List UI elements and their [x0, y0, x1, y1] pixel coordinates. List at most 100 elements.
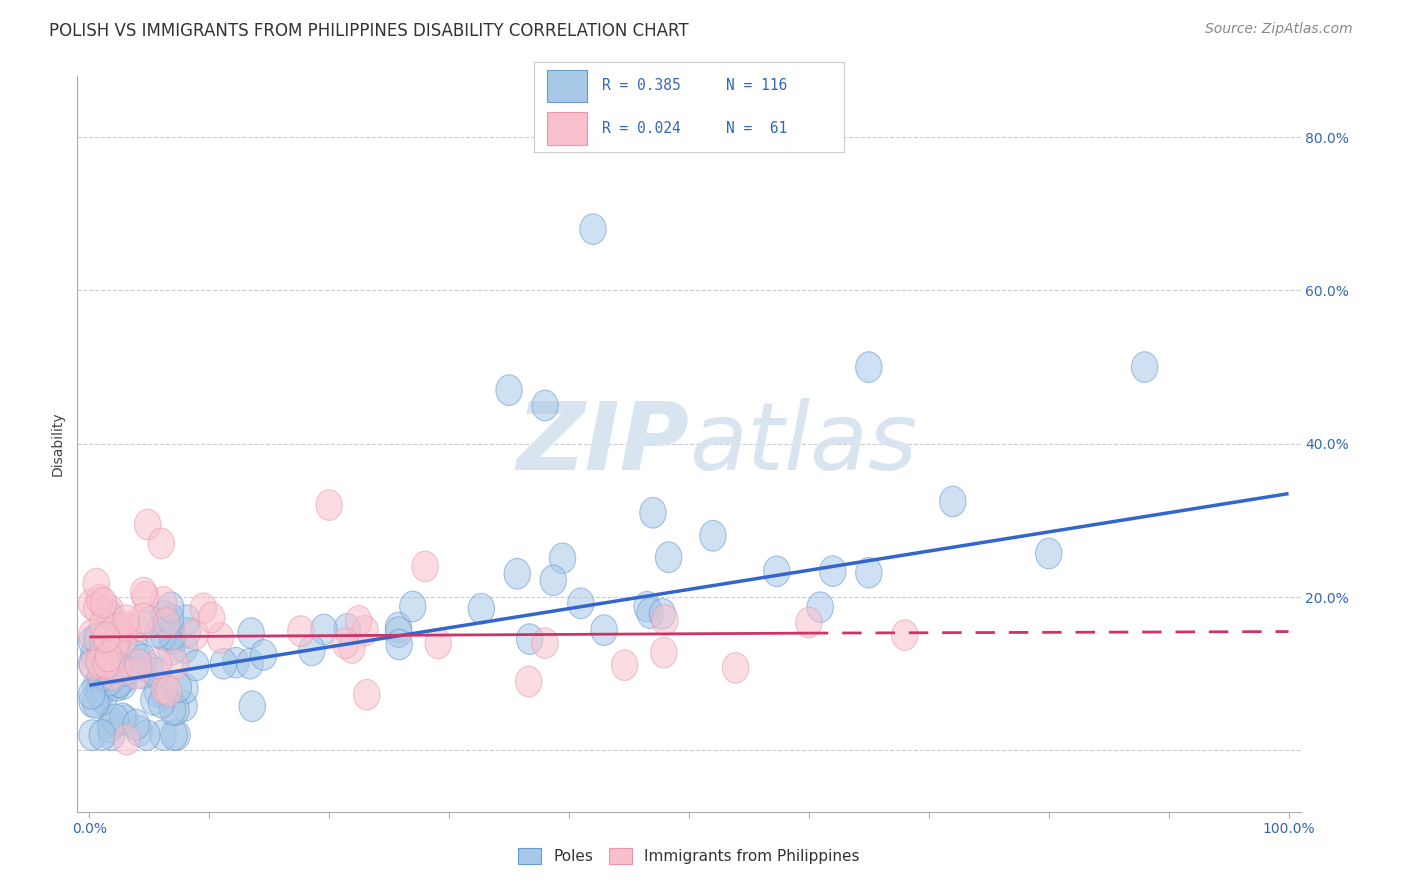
Ellipse shape — [135, 509, 160, 540]
Ellipse shape — [79, 720, 105, 750]
Text: N = 116: N = 116 — [725, 78, 787, 93]
Text: R = 0.385: R = 0.385 — [602, 78, 681, 93]
Ellipse shape — [516, 666, 541, 697]
Ellipse shape — [114, 724, 141, 755]
Ellipse shape — [150, 673, 177, 704]
Ellipse shape — [93, 658, 120, 690]
Ellipse shape — [143, 676, 170, 707]
Ellipse shape — [568, 588, 593, 619]
Ellipse shape — [723, 653, 749, 683]
Y-axis label: Disability: Disability — [51, 411, 65, 476]
Ellipse shape — [132, 582, 159, 612]
Ellipse shape — [98, 615, 125, 646]
Ellipse shape — [104, 653, 131, 683]
Ellipse shape — [96, 665, 122, 696]
Text: R = 0.024: R = 0.024 — [602, 121, 681, 136]
Ellipse shape — [655, 542, 682, 573]
Ellipse shape — [165, 720, 190, 750]
Ellipse shape — [129, 644, 156, 674]
Ellipse shape — [98, 707, 125, 738]
Ellipse shape — [83, 592, 110, 624]
Ellipse shape — [138, 607, 163, 637]
Bar — [547, 70, 586, 102]
Ellipse shape — [352, 615, 378, 646]
Ellipse shape — [79, 650, 105, 681]
Ellipse shape — [412, 551, 439, 582]
Ellipse shape — [353, 680, 380, 710]
Ellipse shape — [136, 653, 162, 683]
Ellipse shape — [100, 659, 127, 690]
Ellipse shape — [820, 556, 846, 586]
Ellipse shape — [90, 630, 117, 661]
Ellipse shape — [163, 695, 190, 725]
Ellipse shape — [86, 646, 112, 676]
Ellipse shape — [89, 641, 115, 672]
Ellipse shape — [181, 619, 208, 649]
Ellipse shape — [83, 568, 110, 599]
Ellipse shape — [97, 595, 124, 626]
Ellipse shape — [207, 623, 233, 653]
Ellipse shape — [1132, 351, 1159, 383]
Ellipse shape — [288, 615, 314, 647]
Ellipse shape — [155, 675, 181, 706]
Ellipse shape — [339, 632, 366, 664]
Ellipse shape — [856, 351, 882, 383]
Ellipse shape — [125, 715, 152, 747]
Ellipse shape — [134, 720, 160, 750]
Ellipse shape — [222, 648, 249, 678]
Ellipse shape — [93, 622, 120, 652]
Ellipse shape — [124, 658, 149, 689]
Ellipse shape — [612, 649, 638, 681]
Ellipse shape — [125, 649, 152, 680]
Bar — [547, 112, 586, 145]
Ellipse shape — [157, 604, 184, 634]
Ellipse shape — [298, 635, 325, 665]
Ellipse shape — [121, 629, 146, 659]
Ellipse shape — [87, 678, 114, 708]
Ellipse shape — [150, 620, 176, 650]
Ellipse shape — [468, 593, 495, 624]
Ellipse shape — [335, 614, 360, 644]
Ellipse shape — [148, 528, 174, 558]
Ellipse shape — [496, 375, 522, 406]
Ellipse shape — [111, 663, 136, 694]
Ellipse shape — [634, 591, 661, 622]
Ellipse shape — [172, 690, 197, 722]
Ellipse shape — [90, 684, 117, 715]
Ellipse shape — [550, 543, 575, 574]
Ellipse shape — [162, 648, 188, 680]
Ellipse shape — [105, 616, 132, 648]
Ellipse shape — [84, 624, 111, 654]
Ellipse shape — [145, 648, 172, 679]
Ellipse shape — [796, 607, 823, 638]
Ellipse shape — [79, 589, 105, 619]
Ellipse shape — [637, 598, 664, 628]
Ellipse shape — [150, 587, 177, 617]
Ellipse shape — [211, 648, 236, 679]
Ellipse shape — [807, 592, 834, 623]
Ellipse shape — [150, 720, 176, 750]
Ellipse shape — [652, 605, 678, 635]
Ellipse shape — [90, 657, 117, 687]
Ellipse shape — [172, 673, 198, 704]
Ellipse shape — [80, 640, 107, 670]
Ellipse shape — [131, 658, 156, 689]
Ellipse shape — [108, 657, 135, 688]
Ellipse shape — [87, 681, 112, 711]
Ellipse shape — [385, 617, 412, 648]
Ellipse shape — [89, 720, 115, 750]
Ellipse shape — [579, 214, 606, 244]
Ellipse shape — [183, 650, 209, 681]
Ellipse shape — [531, 628, 558, 658]
Ellipse shape — [103, 668, 129, 699]
Ellipse shape — [96, 641, 122, 672]
Ellipse shape — [150, 600, 177, 631]
Ellipse shape — [103, 613, 129, 643]
Ellipse shape — [110, 626, 136, 657]
Legend: Poles, Immigrants from Philippines: Poles, Immigrants from Philippines — [512, 842, 866, 871]
Ellipse shape — [90, 588, 117, 618]
Text: Source: ZipAtlas.com: Source: ZipAtlas.com — [1205, 22, 1353, 37]
Ellipse shape — [650, 599, 675, 629]
Ellipse shape — [112, 656, 138, 686]
Ellipse shape — [79, 648, 105, 679]
